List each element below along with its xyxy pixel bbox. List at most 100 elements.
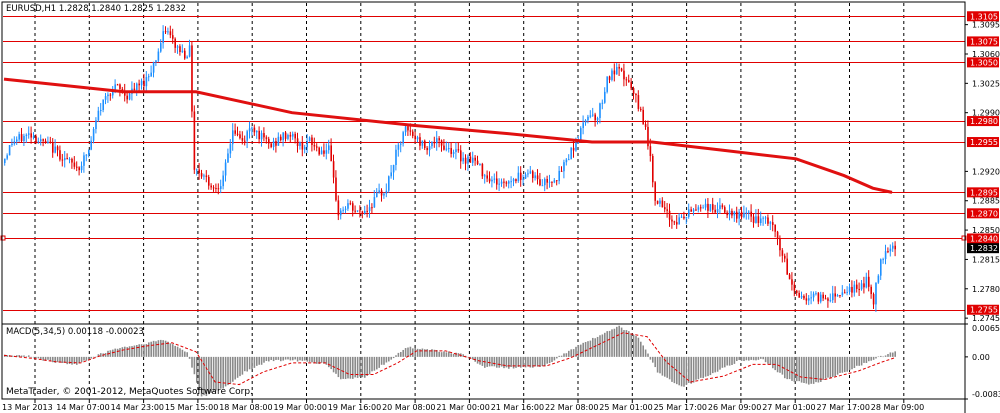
candle-body: [244, 140, 246, 142]
candle-body: [344, 208, 347, 210]
candle-body: [572, 147, 575, 151]
macd-histogram-bar: [200, 356, 203, 397]
macd-histogram-bar: [469, 356, 472, 359]
macd-histogram-bar: [234, 356, 236, 380]
candle-body: [200, 173, 203, 177]
candle-body: [443, 145, 445, 150]
macd-histogram-bar: [301, 356, 304, 361]
candle-body: [332, 161, 335, 178]
macd-histogram-bar: [520, 356, 522, 368]
macd-histogram-bar: [606, 331, 608, 357]
candle-body: [359, 210, 361, 212]
candle-body: [608, 76, 611, 80]
candle-body: [217, 188, 220, 190]
candle-body: [644, 123, 647, 127]
macd-histogram-bar: [404, 348, 407, 357]
candle-body: [839, 295, 841, 297]
macd-histogram-bar: [184, 351, 186, 357]
candle-body: [628, 80, 630, 83]
candle-body: [181, 50, 184, 52]
candle-body: [460, 150, 462, 162]
macd-histogram-bar: [390, 356, 392, 360]
macd-header: MACD(5,34,5) 0.00118 -0.00023: [6, 327, 144, 337]
candle-body: [366, 210, 368, 212]
macd-histogram-bar: [700, 356, 702, 378]
macd-histogram-bar: [702, 356, 704, 379]
macd-histogram-bar: [181, 349, 184, 357]
level-price-label: 1.3075: [970, 37, 998, 46]
candle-body: [875, 282, 877, 305]
macd-histogram-bar: [222, 356, 224, 389]
macd-histogram-bar: [18, 355, 20, 357]
candle-body: [52, 142, 54, 153]
macd-histogram-bar: [176, 346, 179, 357]
candle-body: [539, 179, 541, 186]
macd-histogram-bar: [414, 348, 416, 357]
candle-body: [836, 295, 839, 297]
candle-body: [844, 292, 846, 294]
macd-histogram-bar: [738, 356, 740, 360]
macd-histogram-bar: [613, 328, 616, 357]
time-label: 27 Mar 01:00: [762, 403, 815, 412]
candle-body: [709, 204, 712, 211]
macd-histogram-bar: [774, 356, 776, 371]
macd-histogram-bar: [85, 356, 88, 361]
candle-body: [263, 133, 265, 138]
macd-histogram-bar: [160, 339, 162, 357]
macd-histogram-bar: [227, 356, 229, 386]
candle-body: [373, 197, 376, 208]
macd-histogram-bar: [822, 356, 824, 380]
candle-body: [810, 297, 812, 299]
macd-histogram-bar: [47, 356, 49, 360]
macd-histogram-bar: [66, 356, 68, 365]
macd-histogram-bar: [328, 356, 330, 368]
macd-histogram-bar: [769, 356, 772, 365]
level-price-label: 1.3050: [970, 58, 998, 67]
candle-body: [349, 203, 352, 205]
candle-body: [61, 159, 64, 161]
horizontal-levels[interactable]: [0, 16, 967, 311]
macd-histogram-bar: [424, 349, 426, 357]
macd-histogram-bar: [172, 344, 174, 357]
macd-histogram-bar: [431, 349, 433, 357]
macd-scale-label: 0.00: [972, 353, 990, 362]
candle-body: [805, 298, 808, 301]
candle-body: [256, 130, 258, 133]
macd-histogram-bar: [858, 356, 860, 366]
macd-histogram-bar: [419, 349, 421, 357]
macd-histogram-bar: [56, 356, 59, 363]
candle-body: [280, 136, 282, 141]
macd-histogram-bar: [443, 351, 445, 357]
candle-body: [656, 200, 659, 204]
candle-body: [128, 93, 131, 100]
macd-histogram-bar: [616, 326, 618, 357]
macd-histogram-bar: [736, 356, 738, 362]
macd-histogram-bar: [316, 356, 318, 364]
candle-body: [635, 93, 637, 96]
macd-histogram-bar: [529, 356, 532, 368]
level-price-box: [967, 137, 999, 148]
level-handle: [961, 235, 967, 241]
macd-histogram-bar: [311, 356, 313, 363]
macd-histogram-bar: [863, 356, 865, 363]
macd-histogram-bar: [61, 356, 64, 364]
macd-histogram-bar: [313, 356, 316, 364]
candle-body: [464, 157, 467, 164]
candle-body: [491, 179, 493, 182]
macd-signal-line: [3, 332, 895, 386]
candle-body: [568, 159, 570, 161]
candle-body: [395, 149, 397, 165]
macd-histogram-bar: [868, 356, 870, 362]
candle-body: [78, 167, 80, 171]
macd-histogram-bar: [268, 356, 270, 362]
macd-histogram-bar: [95, 356, 97, 358]
candle-body: [815, 293, 817, 295]
candle-body: [882, 259, 884, 261]
candle-body: [431, 141, 433, 147]
macd-histogram-bar: [289, 356, 292, 361]
candle-body: [196, 169, 198, 171]
candle-body: [407, 126, 409, 131]
candle-body: [678, 217, 680, 225]
macd-histogram-bar: [623, 330, 625, 357]
